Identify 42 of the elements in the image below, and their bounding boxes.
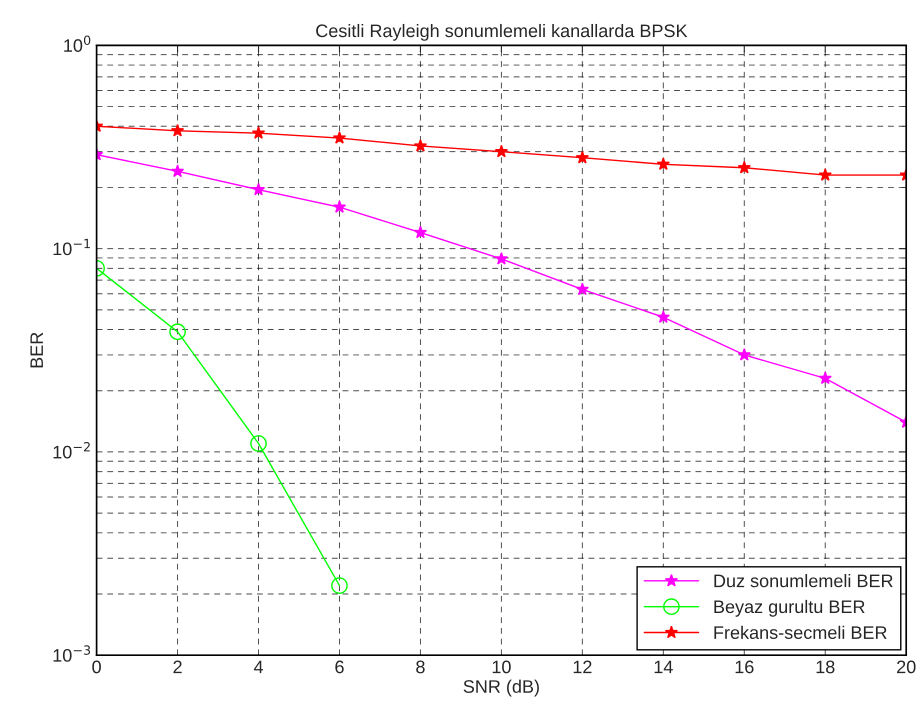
point <box>494 144 508 158</box>
x-tick-label: 0 <box>92 660 101 674</box>
x-tick-label: 6 <box>335 660 344 674</box>
point <box>170 164 184 178</box>
point <box>170 124 184 137</box>
legend-label: Duz sonumlemeli BER <box>714 574 893 588</box>
point <box>331 577 348 594</box>
x-tick-label: 4 <box>254 660 264 674</box>
y-tick-label: 10$^{−2}$ <box>54 442 90 458</box>
point <box>332 200 346 213</box>
point <box>656 157 670 170</box>
point <box>738 160 751 174</box>
y-tick-label: 10$^{−1}$ <box>54 238 90 256</box>
point <box>818 168 832 181</box>
point <box>332 131 346 144</box>
point <box>414 226 428 238</box>
y-tick-label: 10$^{−3}$ <box>54 645 90 662</box>
x-tick-label: 18 <box>816 660 834 674</box>
legend-label: Beyaz gurultu BER <box>714 600 865 617</box>
legend-label: Frekans-secmeli BER <box>714 626 887 639</box>
x-tick-label: 16 <box>736 660 754 674</box>
x-tick-label: 20 <box>897 660 916 674</box>
x-axis-title: SNR (dB) <box>464 680 539 696</box>
chart-title: Cesitli Rayleigh sonumlemeli kanallarda BPSK <box>316 24 688 41</box>
point <box>250 435 267 452</box>
x-tick-label: 10 <box>492 660 511 674</box>
point <box>252 126 266 139</box>
point <box>414 139 428 152</box>
point <box>576 282 589 296</box>
x-tick-label: 14 <box>654 660 673 674</box>
point <box>576 150 589 164</box>
y-axis-title: BER <box>30 332 43 368</box>
y-tick-label: 10$^{0}$ <box>64 35 90 52</box>
x-tick-label: 2 <box>173 660 182 674</box>
x-tick-label: 12 <box>574 660 592 674</box>
point <box>738 348 751 361</box>
point <box>252 182 266 196</box>
point <box>818 371 832 384</box>
point <box>656 310 670 323</box>
point <box>494 252 508 265</box>
x-tick-label: 8 <box>416 660 425 674</box>
point <box>169 323 186 340</box>
